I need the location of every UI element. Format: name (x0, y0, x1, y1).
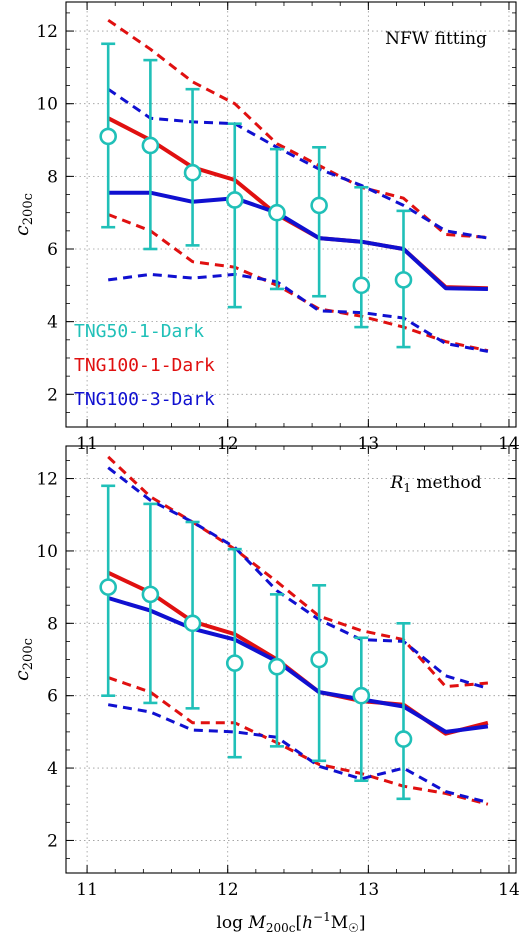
panel-annotation: R1 method (390, 473, 482, 495)
series-line-0 (107, 116, 488, 291)
y-tick-label: 12 (36, 470, 58, 490)
y-tick-label: 10 (36, 95, 58, 115)
x-tick-label: 14 (498, 880, 520, 900)
data-point (183, 614, 202, 633)
y-tick-label: 6 (47, 687, 58, 707)
series-line-3 (107, 596, 489, 734)
x-tick-label: 13 (358, 880, 380, 900)
y-tick-label: 6 (47, 240, 58, 260)
legend-entry: TNG50-1-Dark (74, 321, 204, 342)
y-tick-label: 4 (47, 313, 58, 333)
plot-frame (65, 445, 517, 874)
series-line-5 (107, 703, 489, 804)
y-tick-label: 2 (47, 385, 58, 405)
y-tick-label: 8 (47, 614, 58, 634)
x-axis-label: log M200c[h−1M☉] (216, 910, 365, 935)
data-point (99, 578, 117, 596)
y-axis-label: c200c (11, 193, 36, 236)
series-line-1 (107, 18, 489, 239)
series-line-4 (107, 87, 489, 240)
panel-annotation: NFW fitting (385, 29, 487, 49)
series-line-0 (107, 570, 489, 736)
x-tick-label: 14 (498, 434, 520, 454)
data-point (352, 686, 371, 705)
y-tick-label: 4 (47, 759, 58, 779)
series-line-4 (107, 466, 489, 690)
data-point (352, 276, 371, 295)
data-point (141, 136, 160, 155)
y-tick-label: 12 (36, 22, 58, 42)
y-tick-label: 10 (36, 542, 58, 562)
legend-entry: TNG100-1-Dark (74, 355, 215, 376)
legend-entry: TNG100-3-Dark (74, 389, 215, 410)
y-tick-label: 2 (47, 831, 58, 851)
y-tick-label: 8 (47, 167, 58, 187)
data-point (394, 730, 413, 748)
data-point (310, 650, 328, 669)
data-point (268, 657, 286, 676)
x-tick-label: 11 (76, 880, 98, 900)
series-line-3 (108, 190, 488, 291)
data-point (99, 127, 117, 146)
y-axis-label: c200c (11, 638, 36, 681)
plot-frame (65, 1, 517, 428)
data-point (394, 271, 413, 289)
data-point (268, 203, 286, 222)
x-tick-label: 11 (76, 434, 98, 454)
plot-area (99, 455, 489, 806)
data-point (141, 585, 160, 604)
x-tick-label: 12 (217, 880, 239, 900)
series-line-1 (107, 455, 489, 689)
series-line-5 (108, 272, 489, 353)
panel-r1-method: 11 12 13 14 2 4 6 8 10 12 R1 method c200c log M200c[… (11, 445, 520, 935)
series-line-2 (107, 676, 489, 806)
data-point (225, 191, 244, 209)
data-point (310, 196, 328, 215)
data-point (183, 163, 202, 182)
x-tick-label: 13 (358, 434, 380, 454)
data-point (225, 654, 244, 672)
x-tick-label: 12 (217, 434, 239, 454)
plot-area (99, 18, 489, 353)
panel-nfw-fitting: 11 12 13 14 2 4 6 8 10 12 NFW fitting c200c TNG50-1-… (11, 1, 520, 454)
